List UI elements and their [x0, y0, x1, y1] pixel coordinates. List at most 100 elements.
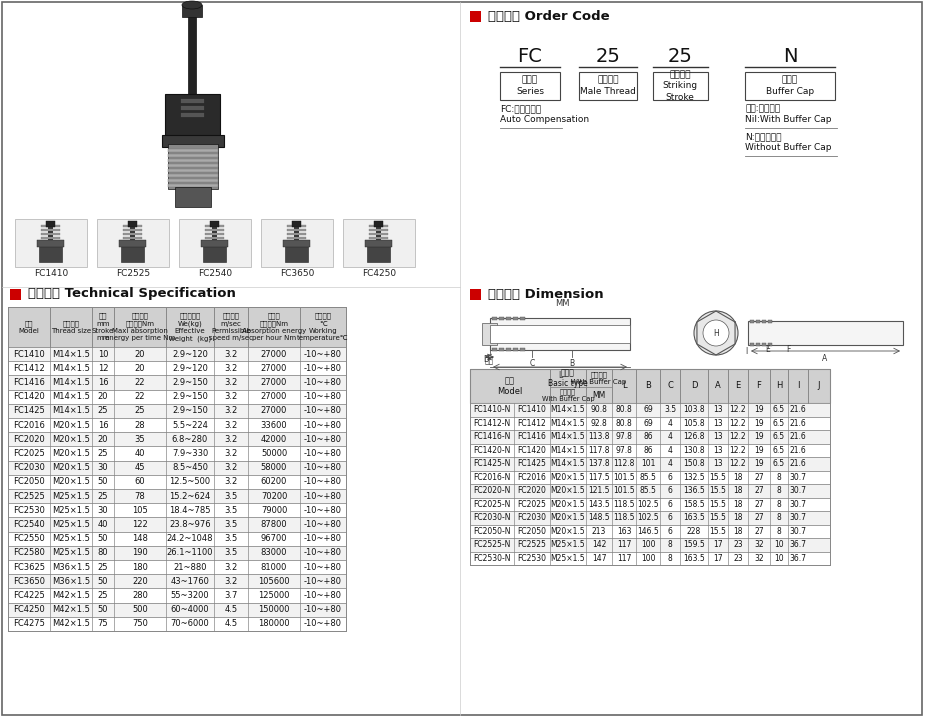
Text: 30: 30 [98, 505, 108, 515]
Text: B: B [645, 381, 651, 391]
Text: FC4250: FC4250 [362, 270, 396, 278]
Text: M25×1.5: M25×1.5 [52, 534, 90, 543]
Text: 158.5: 158.5 [684, 500, 705, 509]
Bar [8, 432, 346, 447]
Text: FC1420-N: FC1420-N [474, 446, 511, 455]
Text: 4.5: 4.5 [225, 605, 238, 614]
Bar [756, 320, 760, 323]
Text: 80.8: 80.8 [616, 405, 633, 414]
Text: -10~+80: -10~+80 [304, 478, 342, 486]
Text: FC2530: FC2530 [13, 505, 45, 515]
Text: 60~4000: 60~4000 [171, 605, 209, 614]
Text: 213: 213 [592, 527, 606, 536]
Text: 150000: 150000 [258, 605, 290, 614]
Text: H: H [776, 381, 783, 391]
Bar [8, 404, 346, 418]
Text: FC2030: FC2030 [517, 513, 547, 522]
Text: 12.2: 12.2 [730, 419, 746, 428]
Text: 30.7: 30.7 [790, 500, 807, 509]
Text: 180: 180 [132, 563, 148, 571]
Text: 90.8: 90.8 [590, 405, 608, 414]
Bar [8, 560, 346, 574]
Text: 36.7: 36.7 [790, 540, 807, 549]
Text: 27000: 27000 [261, 364, 287, 373]
Text: 19: 19 [754, 419, 764, 428]
Text: C: C [667, 381, 673, 391]
Bar [292, 221, 301, 227]
Text: FC1420: FC1420 [518, 446, 547, 455]
Bar [8, 475, 346, 489]
Bar [8, 617, 346, 631]
Bar [41, 229, 60, 231]
Text: 23: 23 [734, 554, 743, 563]
Bar [470, 417, 830, 430]
Text: 69: 69 [643, 405, 653, 414]
Text: M20×1.5: M20×1.5 [52, 478, 90, 486]
Text: 180000: 180000 [258, 619, 290, 628]
Bar [8, 307, 346, 347]
Text: A: A [715, 381, 721, 391]
Text: 8: 8 [777, 473, 782, 482]
Text: 132.5: 132.5 [684, 473, 705, 482]
Bar [168, 174, 218, 177]
Text: -10~+80: -10~+80 [304, 619, 342, 628]
Text: 117: 117 [617, 554, 631, 563]
Bar [490, 325, 630, 343]
Text: 21.6: 21.6 [790, 405, 807, 414]
Text: M14×1.5: M14×1.5 [550, 419, 586, 428]
Text: F: F [757, 381, 761, 391]
Bar [285, 244, 308, 262]
Text: FC2050-N: FC2050-N [474, 527, 511, 536]
Text: 13: 13 [713, 419, 722, 428]
Bar [756, 343, 760, 346]
Text: M14×1.5: M14×1.5 [52, 407, 90, 415]
Text: 50: 50 [98, 605, 108, 614]
Bar [8, 347, 346, 361]
Bar [205, 233, 224, 235]
Text: FC1412-N: FC1412-N [474, 419, 511, 428]
Text: 142: 142 [592, 540, 606, 549]
Text: 85.5: 85.5 [639, 486, 657, 495]
Text: M14×1.5: M14×1.5 [52, 392, 90, 402]
Text: 13: 13 [713, 446, 722, 455]
Text: 每次最大
吸收能量Nm
Maxi absorption
energy per time Nm: 每次最大 吸收能量Nm Maxi absorption energy per t… [105, 313, 175, 341]
Bar [165, 94, 220, 139]
Text: 容许速度
m/sec
Permissible
speed m/sec: 容许速度 m/sec Permissible speed m/sec [209, 313, 253, 341]
Text: FC1416-N: FC1416-N [474, 432, 511, 441]
Bar [470, 369, 550, 403]
Bar [119, 240, 146, 247]
Text: 80: 80 [98, 549, 108, 557]
Bar [492, 317, 497, 320]
Text: 冲击行程
Striking
Stroke: 冲击行程 Striking Stroke [662, 70, 697, 102]
Bar [182, 5, 202, 17]
Text: 20: 20 [135, 364, 145, 373]
Bar [499, 348, 504, 351]
Bar [168, 154, 218, 157]
Bar [768, 320, 772, 323]
Text: 27000: 27000 [261, 407, 287, 415]
Text: FC2050: FC2050 [517, 527, 547, 536]
Text: FC1425-N: FC1425-N [474, 460, 511, 468]
Text: FC1412: FC1412 [518, 419, 547, 428]
Ellipse shape [182, 1, 202, 9]
Bar [8, 589, 346, 602]
Text: 148.5: 148.5 [588, 513, 610, 522]
Bar [205, 229, 224, 231]
Text: 12.2: 12.2 [730, 405, 746, 414]
Text: 118.5: 118.5 [613, 500, 635, 509]
Text: 4: 4 [668, 446, 672, 455]
Text: FC2030: FC2030 [13, 463, 45, 473]
Text: 126.8: 126.8 [684, 432, 705, 441]
Text: -10~+80: -10~+80 [304, 421, 342, 429]
Text: FC3650: FC3650 [13, 576, 45, 586]
Text: 6.5: 6.5 [773, 446, 785, 455]
Text: 36.7: 36.7 [790, 554, 807, 563]
Text: 6.8~280: 6.8~280 [172, 435, 208, 444]
Text: 190: 190 [132, 549, 148, 557]
Text: 60200: 60200 [261, 478, 287, 486]
Text: FC4225: FC4225 [13, 591, 45, 600]
Bar [205, 225, 224, 227]
Text: 27000: 27000 [261, 392, 287, 402]
Text: 13: 13 [713, 405, 722, 414]
Text: 2.9~120: 2.9~120 [172, 364, 208, 373]
